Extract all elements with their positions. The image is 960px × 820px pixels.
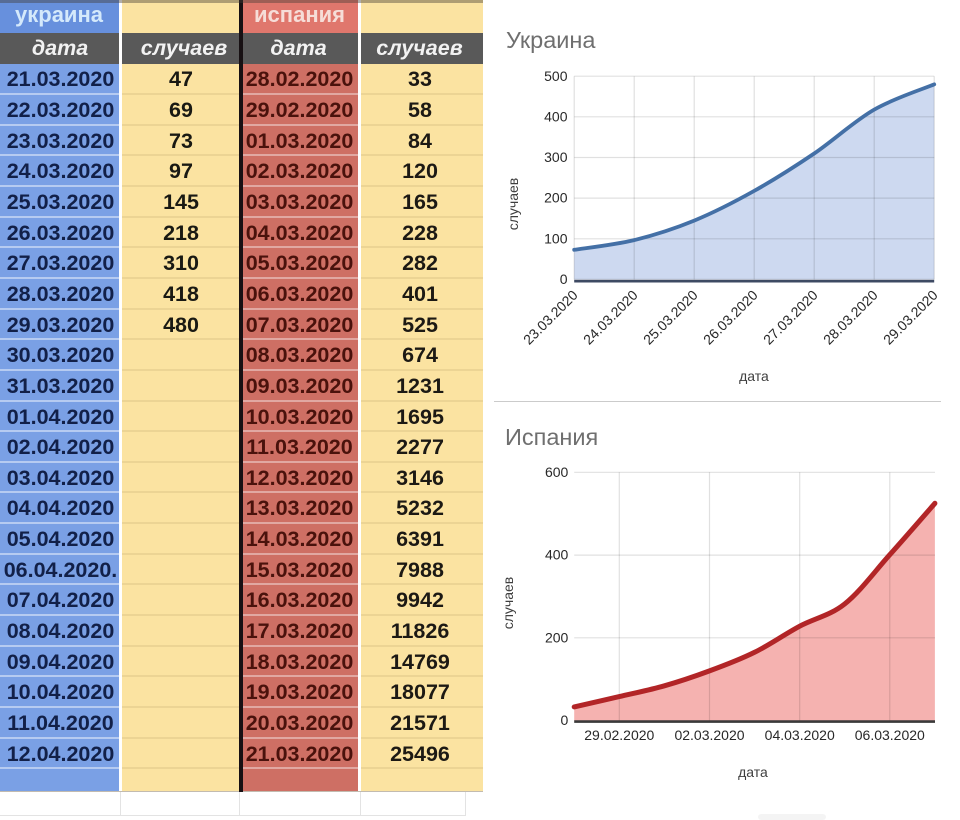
svg-text:29.03.2020: 29.03.2020 xyxy=(880,287,941,348)
svg-text:Испания: Испания xyxy=(505,424,598,450)
svg-text:случаев: случаев xyxy=(505,178,521,230)
svg-text:29.02.2020: 29.02.2020 xyxy=(584,727,654,743)
svg-text:25.03.2020: 25.03.2020 xyxy=(640,287,701,348)
svg-text:случаев: случаев xyxy=(500,577,516,629)
svg-text:28.03.2020: 28.03.2020 xyxy=(820,287,881,348)
svg-text:дата: дата xyxy=(738,764,768,780)
svg-text:23.03.2020: 23.03.2020 xyxy=(520,287,581,348)
svg-text:06.03.2020: 06.03.2020 xyxy=(855,727,925,743)
svg-text:0: 0 xyxy=(560,271,568,287)
svg-text:400: 400 xyxy=(545,547,569,563)
svg-text:600: 600 xyxy=(545,464,569,480)
svg-text:дата: дата xyxy=(739,368,769,384)
svg-text:100: 100 xyxy=(544,230,568,246)
svg-text:24.03.2020: 24.03.2020 xyxy=(580,287,641,348)
svg-text:400: 400 xyxy=(544,108,568,124)
svg-text:300: 300 xyxy=(544,149,568,165)
svg-text:26.03.2020: 26.03.2020 xyxy=(700,287,761,348)
svg-text:Украина: Украина xyxy=(506,27,596,53)
svg-text:500: 500 xyxy=(544,68,568,84)
svg-text:0: 0 xyxy=(561,712,569,728)
svg-text:02.03.2020: 02.03.2020 xyxy=(674,727,744,743)
svg-text:200: 200 xyxy=(544,190,568,206)
svg-text:200: 200 xyxy=(545,629,569,645)
svg-text:04.03.2020: 04.03.2020 xyxy=(765,727,835,743)
svg-text:27.03.2020: 27.03.2020 xyxy=(760,287,821,348)
